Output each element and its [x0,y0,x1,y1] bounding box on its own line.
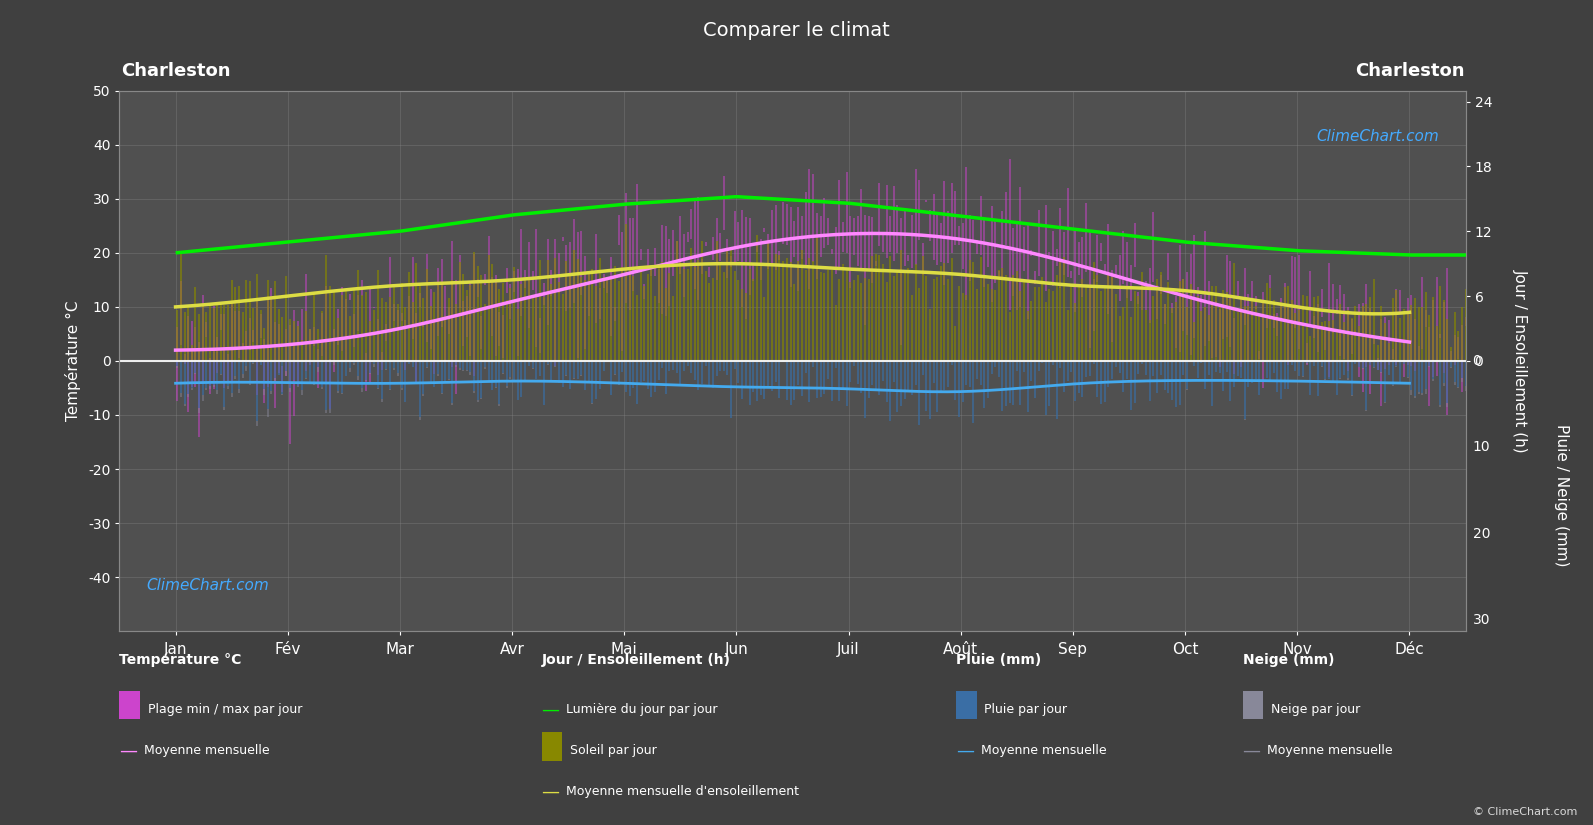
Text: Comparer le climat: Comparer le climat [703,21,890,40]
Y-axis label: Température °C: Température °C [65,300,81,422]
Text: —: — [542,783,559,801]
Text: Charleston: Charleston [1354,62,1464,80]
Text: 30: 30 [1472,613,1489,627]
Text: —: — [542,700,559,719]
Text: 0: 0 [1472,354,1481,368]
Text: Moyenne mensuelle: Moyenne mensuelle [1263,744,1392,757]
Text: 10: 10 [1472,441,1489,455]
Text: —: — [956,742,973,760]
Text: Pluie (mm): Pluie (mm) [956,653,1042,667]
Text: ClimeChart.com: ClimeChart.com [1316,129,1438,144]
Text: Plage min / max par jour: Plage min / max par jour [148,703,303,716]
Text: Neige (mm): Neige (mm) [1243,653,1333,667]
Text: Moyenne mensuelle d'ensoleillement: Moyenne mensuelle d'ensoleillement [562,785,800,799]
Y-axis label: Jour / Ensoleillement (h): Jour / Ensoleillement (h) [1513,269,1528,453]
Text: Charleston: Charleston [121,62,231,80]
Text: —: — [1243,742,1260,760]
Text: Jour / Ensoleillement (h): Jour / Ensoleillement (h) [542,653,731,667]
Text: Moyenne mensuelle: Moyenne mensuelle [977,744,1106,757]
Text: Lumière du jour par jour: Lumière du jour par jour [562,703,718,716]
Text: —: — [119,742,137,760]
Text: Pluie / Neige (mm): Pluie / Neige (mm) [1553,424,1569,566]
Text: ClimeChart.com: ClimeChart.com [147,578,269,593]
Text: Moyenne mensuelle: Moyenne mensuelle [140,744,269,757]
Text: Neige par jour: Neige par jour [1271,703,1360,716]
Text: Soleil par jour: Soleil par jour [570,744,656,757]
Text: Pluie par jour: Pluie par jour [984,703,1067,716]
Text: 20: 20 [1472,527,1489,541]
Text: Température °C: Température °C [119,653,242,667]
Text: © ClimeChart.com: © ClimeChart.com [1472,807,1577,817]
